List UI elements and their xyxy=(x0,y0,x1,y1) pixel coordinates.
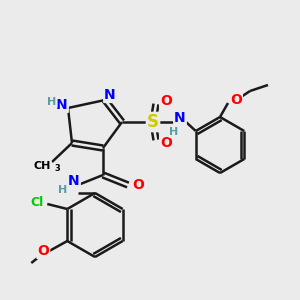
Text: O: O xyxy=(160,94,172,108)
Text: N: N xyxy=(68,174,80,188)
Text: H: H xyxy=(47,97,57,107)
Text: H: H xyxy=(58,185,68,195)
Text: CH: CH xyxy=(33,161,51,171)
Text: O: O xyxy=(37,244,49,258)
Text: N: N xyxy=(56,98,68,112)
Text: O: O xyxy=(230,93,242,107)
Text: O: O xyxy=(160,136,172,150)
Text: S: S xyxy=(147,113,159,131)
Text: O: O xyxy=(132,178,144,192)
Text: Cl: Cl xyxy=(31,196,44,208)
Text: 3: 3 xyxy=(54,164,60,173)
Text: N: N xyxy=(104,88,116,102)
Text: N: N xyxy=(174,111,186,125)
Text: H: H xyxy=(169,127,178,137)
